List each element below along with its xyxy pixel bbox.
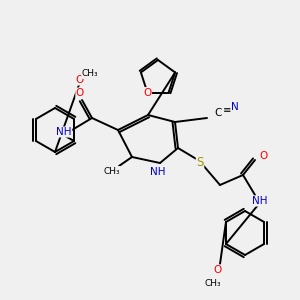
- Text: CH₃: CH₃: [205, 278, 221, 287]
- Text: O: O: [76, 75, 84, 85]
- Text: O: O: [214, 265, 222, 275]
- Text: C: C: [214, 108, 222, 118]
- Text: O: O: [259, 151, 267, 161]
- Text: CH₃: CH₃: [82, 70, 98, 79]
- Text: O: O: [76, 88, 84, 98]
- Text: CH₃: CH₃: [104, 167, 120, 176]
- Text: N: N: [231, 102, 239, 112]
- Text: O: O: [143, 88, 152, 98]
- Text: NH: NH: [150, 167, 166, 177]
- Text: ≡: ≡: [223, 105, 231, 115]
- Text: S: S: [196, 155, 204, 169]
- Text: NH: NH: [56, 127, 72, 137]
- Text: NH: NH: [252, 196, 268, 206]
